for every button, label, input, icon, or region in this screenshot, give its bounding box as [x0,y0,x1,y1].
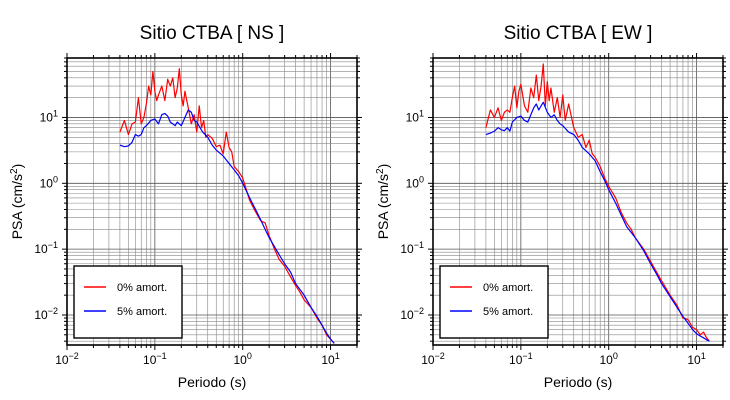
legend-box [439,265,549,339]
y-tick-label: 10−1 [34,240,58,256]
series-line-red [485,63,710,342]
chart-panel-2: 10−2 10−1 100 101 10−2 10−1 100 101 Sitio CTBA [… [375,23,728,390]
legend-label: 5% amort. [117,306,167,318]
legend: 0% amort. 5% amort. [439,265,549,339]
x-tick-label: 101 [321,351,339,367]
x-tick-label: 10−1 [509,351,533,367]
y-tick-label: 100 [40,174,58,190]
y-tick-label: 101 [406,108,424,124]
chart-title: Sitio CTBA [ NS ] [140,23,285,44]
x-tick-label: 100 [600,351,618,367]
gridlines [432,57,724,345]
series-line-blue [119,109,335,344]
y-tick-label: 10−1 [400,240,424,256]
legend-box [73,265,183,339]
y-tick-label: 10−2 [400,306,424,322]
x-axis-label: Periodo (s) [544,374,612,390]
y-tick-label: 10−2 [34,306,58,322]
x-tick-label: 10−2 [55,351,79,367]
x-tick-label: 10−1 [143,351,167,367]
legend-label: 0% amort. [483,282,533,294]
series-line-red [119,68,335,344]
x-tick-label: 101 [687,351,705,367]
y-tick-label: 100 [406,174,424,190]
y-axis-label: PSA (cm/s2) [9,164,25,240]
x-tick-label: 10−2 [421,351,445,367]
legend-label: 0% amort. [117,282,167,294]
chart-panel-1: 10−2 10−1 100 101 10−2 10−1 100 101 Sitio CTBA [… [9,23,362,390]
x-tick-label: 100 [234,351,252,367]
series-line-blue [485,101,710,342]
axes-frame [432,57,724,346]
axes-frame [66,57,358,346]
y-axis-label: PSA (cm/s2) [375,164,391,240]
legend-label: 5% amort. [483,306,533,318]
y-tick-label: 101 [40,108,58,124]
chart-title: Sitio CTBA [ EW ] [504,23,653,44]
x-axis-label: Periodo (s) [178,374,246,390]
legend: 0% amort. 5% amort. [73,265,183,339]
